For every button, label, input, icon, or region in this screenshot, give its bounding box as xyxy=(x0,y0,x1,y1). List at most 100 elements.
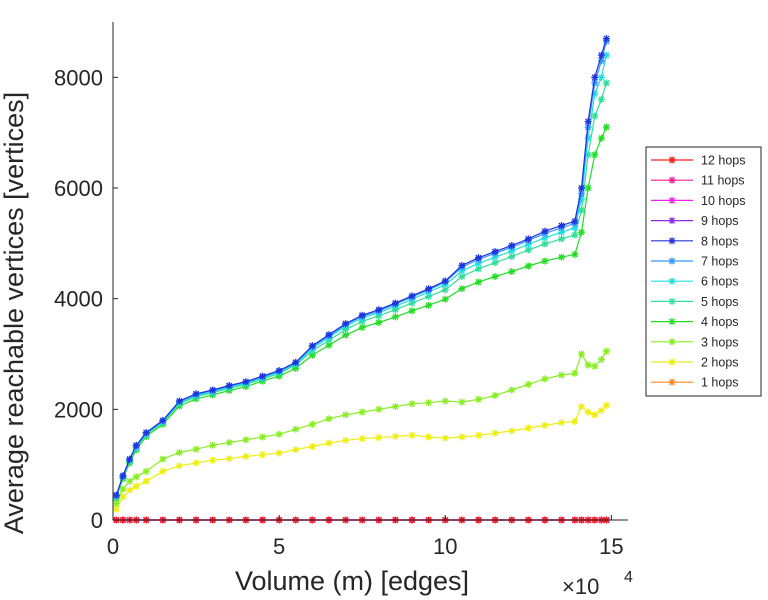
data-point xyxy=(275,367,283,375)
data-point xyxy=(524,235,532,243)
x-tick-label: 0 xyxy=(107,534,119,559)
data-point xyxy=(441,295,449,303)
data-point xyxy=(342,320,350,328)
legend-item: 6 hops xyxy=(651,275,739,289)
data-point xyxy=(308,442,316,450)
series-line xyxy=(115,38,607,496)
data-point xyxy=(242,378,250,386)
data-point xyxy=(441,286,449,294)
data-point xyxy=(558,235,566,243)
data-point xyxy=(541,257,549,265)
data-point xyxy=(259,433,267,441)
legend-label: 1 hops xyxy=(701,376,739,390)
data-point xyxy=(591,73,599,81)
data-point xyxy=(425,301,433,309)
legend-marker xyxy=(668,257,676,265)
data-point xyxy=(577,184,585,192)
data-point xyxy=(119,493,127,501)
data-point xyxy=(308,420,316,428)
data-point xyxy=(584,408,592,416)
data-point xyxy=(358,408,366,416)
series-4-hops xyxy=(112,123,610,502)
data-point xyxy=(375,318,383,326)
data-point xyxy=(308,351,316,359)
data-point xyxy=(577,228,585,236)
data-point xyxy=(242,436,250,444)
data-point xyxy=(292,446,300,454)
x-multiplier-base: ×10 xyxy=(562,574,599,599)
legend-item: 2 hops xyxy=(651,356,739,370)
legend-label: 3 hops xyxy=(701,335,739,349)
legend-marker xyxy=(668,297,676,305)
data-point xyxy=(577,350,585,358)
data-point xyxy=(571,231,579,239)
x-ticks: 0 5 10 15 xyxy=(107,515,624,559)
x-tick-label: 10 xyxy=(433,534,457,559)
y-ticks: 0 2000 4000 6000 8000 xyxy=(54,65,118,533)
data-point xyxy=(159,416,167,424)
legend-item: 10 hops xyxy=(651,194,745,208)
data-point xyxy=(541,375,549,383)
data-point xyxy=(259,451,267,459)
legend-marker xyxy=(668,338,676,346)
series-7-hops xyxy=(112,37,610,500)
data-point xyxy=(225,382,233,390)
data-point xyxy=(597,95,605,103)
data-point xyxy=(391,299,399,307)
data-point xyxy=(591,362,599,370)
data-point xyxy=(358,435,366,443)
data-point xyxy=(491,273,499,281)
data-point xyxy=(126,486,134,494)
data-point xyxy=(342,436,350,444)
data-point xyxy=(602,123,610,131)
legend-label: 11 hops xyxy=(701,174,745,188)
legend-label: 4 hops xyxy=(701,315,739,329)
data-point xyxy=(391,403,399,411)
y-tick-label: 6000 xyxy=(54,176,103,201)
data-point xyxy=(474,265,482,273)
x-axis-multiplier: ×10 4 xyxy=(562,569,633,599)
data-point xyxy=(425,285,433,293)
data-point xyxy=(441,277,449,285)
y-axis-label: Average reachable vertices [vertices] xyxy=(0,92,29,534)
legend-item: 7 hops xyxy=(651,255,739,269)
data-point xyxy=(292,425,300,433)
legend-item: 3 hops xyxy=(651,335,739,349)
data-point xyxy=(508,268,516,276)
data-point xyxy=(159,455,167,463)
data-point xyxy=(391,432,399,440)
data-point xyxy=(508,427,516,435)
data-point xyxy=(541,227,549,235)
data-point xyxy=(508,386,516,394)
legend-marker xyxy=(668,176,676,184)
series-layer xyxy=(112,35,610,524)
data-point xyxy=(225,439,233,447)
legend-marker xyxy=(668,318,676,326)
series-line xyxy=(115,55,607,497)
data-point xyxy=(391,313,399,321)
data-point xyxy=(242,452,250,460)
data-point xyxy=(408,292,416,300)
data-point xyxy=(325,331,333,339)
data-point xyxy=(591,411,599,419)
legend-label: 8 hops xyxy=(701,234,739,248)
data-point xyxy=(142,467,150,475)
data-point xyxy=(474,278,482,286)
legend-item: 9 hops xyxy=(651,214,739,228)
data-point xyxy=(591,112,599,120)
data-point xyxy=(597,51,605,59)
data-point xyxy=(584,184,592,192)
y-tick-label: 8000 xyxy=(54,65,103,90)
data-point xyxy=(558,419,566,427)
series-line xyxy=(115,405,607,510)
data-point xyxy=(577,403,585,411)
data-point xyxy=(571,217,579,225)
data-point xyxy=(132,482,140,490)
data-point xyxy=(524,262,532,270)
x-axis-label: Volume (m) [edges] xyxy=(235,566,469,596)
data-point xyxy=(458,433,466,441)
legend-item: 4 hops xyxy=(651,315,739,329)
data-point xyxy=(126,477,134,485)
data-point xyxy=(175,462,183,470)
data-point xyxy=(358,323,366,331)
